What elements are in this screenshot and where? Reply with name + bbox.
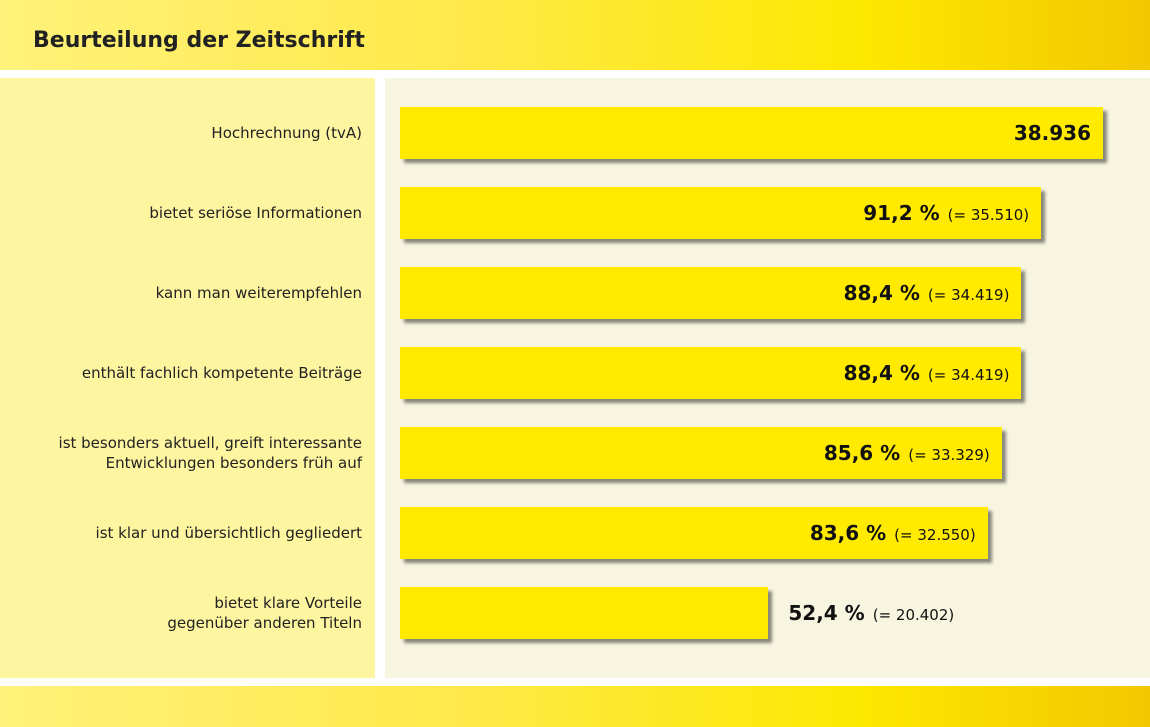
value-label-group: 88,4 % (= 34.419) [844,361,1010,385]
bar [400,187,1042,239]
value-label: (= 34.419) [927,366,1010,384]
value-label: (= 33.329) [908,446,990,464]
category-label: kann man weiterempfehlen [155,284,362,302]
share-label: 83,6 % [809,521,887,545]
category-label: Hochrechnung (tvA) [211,124,362,142]
value-label: (= 35.510) [947,206,1030,224]
share-label: 88,4 % [843,361,920,385]
chart-title: Beurteilung der Zeitschrift [33,28,365,53]
value-label-group: 52,4 % (= 20.402) [788,601,954,625]
value-label-group: 85,6 % (= 33.329) [824,441,990,465]
category-label: bietet seriöse Informationen [149,204,362,222]
label-panel [0,78,375,678]
value-label-group: 38.936 [1014,121,1091,145]
category-label: enthält fachlich kompetente Beiträge [81,364,362,382]
bar [400,107,1103,159]
share-label: 85,6 % [823,441,901,465]
category-label: ist besonders aktuell, greift interessan… [58,434,362,472]
value-label-group: 88,4 % (= 34.419) [844,281,1010,305]
value-label: (= 20.402) [872,606,955,624]
category-label: ist klar und übersichtlich gegliedert [95,524,362,542]
bar [400,507,988,559]
header-band [0,0,1150,70]
value-label: (= 34.419) [927,286,1010,304]
bar [400,267,1022,319]
value-label-group: 91,2 % (= 35.510) [863,201,1029,225]
value-label: (= 32.550) [894,526,976,544]
share-label: 91,2 % [863,201,940,225]
bar [400,347,1022,399]
bar [400,427,1002,479]
share-label: 52,4 % [788,601,865,625]
category-label: bietet klare Vorteile gegenüber anderen … [167,594,362,632]
footer-band [0,686,1150,727]
bar [400,587,769,639]
share-label: 88,4 % [843,281,920,305]
value-label: 38.936 [1013,121,1091,145]
value-label-group: 83,6 % (= 32.550) [810,521,976,545]
